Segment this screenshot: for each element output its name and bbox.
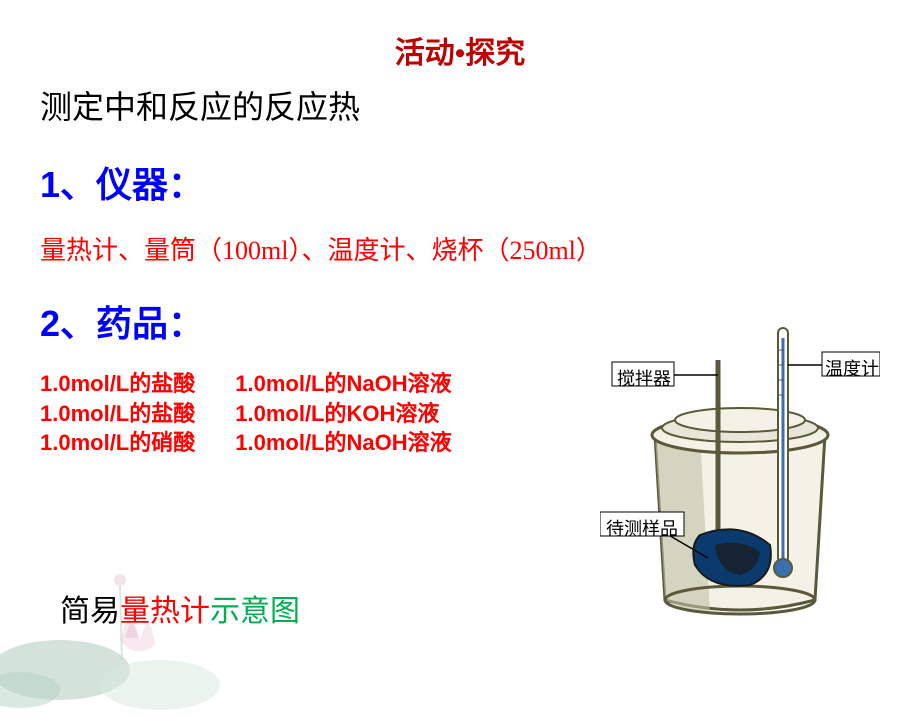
slide-header: 活动•探究 <box>0 0 920 72</box>
caption-red: 量热计 <box>120 595 210 628</box>
calorimeter-diagram: 搅拌器 温度计 待测样品 <box>600 320 880 620</box>
caption-prefix: 简易 <box>60 595 120 628</box>
label-thermometer: 温度计 <box>825 355 879 381</box>
apparatus-text: 量热计、量筒（100ml）、温度计、烧杯（250ml） <box>0 208 920 267</box>
reagent-cell: 1.0mol/L的NaOH溶液 <box>235 428 451 458</box>
label-stirrer: 搅拌器 <box>617 365 671 391</box>
reagent-cell: 1.0mol/L的硝酸 <box>40 428 195 458</box>
section-1-heading: 1、仪器： <box>0 128 920 208</box>
slide-subtitle: 测定中和反应的反应热 <box>0 72 920 128</box>
section-1-num: 1 <box>40 164 60 205</box>
reagent-cell: 1.0mol/L的NaOH溶液 <box>235 369 451 399</box>
caption-green: 示意图 <box>210 595 300 628</box>
section-2-num: 2 <box>40 303 60 344</box>
reagent-cell: 1.0mol/L的盐酸 <box>40 369 195 399</box>
section-2-label: 、药品： <box>60 304 204 344</box>
reagent-cell: 1.0mol/L的盐酸 <box>40 399 195 429</box>
section-1-label: 、仪器： <box>60 165 204 205</box>
label-sample: 待测样品 <box>606 515 678 541</box>
reagent-cell: 1.0mol/L的KOH溶液 <box>235 399 439 429</box>
diagram-caption: 简易量热计示意图 <box>60 586 300 630</box>
